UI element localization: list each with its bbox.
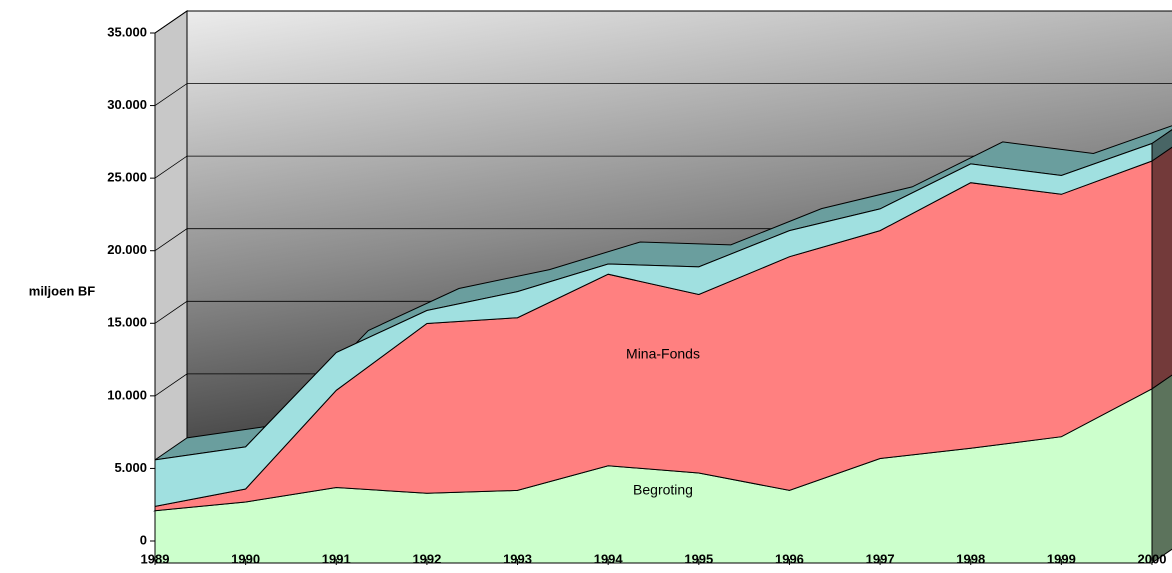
x-tick-label: 1990 (231, 551, 260, 566)
y-tick-label: 5.000 (114, 460, 147, 475)
x-tick-label: 1992 (412, 551, 441, 566)
x-tick-label: 1995 (684, 551, 713, 566)
y-axis-label: miljoen BF (29, 283, 96, 298)
y-tick-label: 20.000 (107, 242, 147, 257)
x-tick-label: 1996 (775, 551, 804, 566)
y-tick-label: 15.000 (107, 315, 147, 330)
x-tick-label: 1998 (956, 551, 985, 566)
x-tick-label: 1999 (1047, 551, 1076, 566)
area-side (1151, 374, 1172, 564)
x-tick-label: 1991 (322, 551, 351, 566)
series-label: Mina-Fonds (626, 346, 700, 362)
area (154, 142, 1153, 508)
area-side (1151, 146, 1172, 390)
y-tick-label: 30.000 (107, 97, 147, 112)
x-tick-label: 1989 (141, 551, 170, 566)
x-tick-label: 2000 (1138, 551, 1167, 566)
y-tick-label: 25.000 (107, 170, 147, 185)
y-tick-label: 10.000 (107, 387, 147, 402)
grid-line (154, 155, 1172, 179)
y-tick-label: 0 (140, 532, 147, 547)
x-tick-label: 1993 (503, 551, 532, 566)
y-tick-label: 35.000 (107, 24, 147, 39)
x-tick-label: 1994 (594, 551, 624, 566)
grid-line (154, 83, 1172, 106)
grid-line (154, 10, 1172, 34)
series-label: Begroting (633, 482, 693, 498)
x-tick-label: 1997 (866, 551, 895, 566)
